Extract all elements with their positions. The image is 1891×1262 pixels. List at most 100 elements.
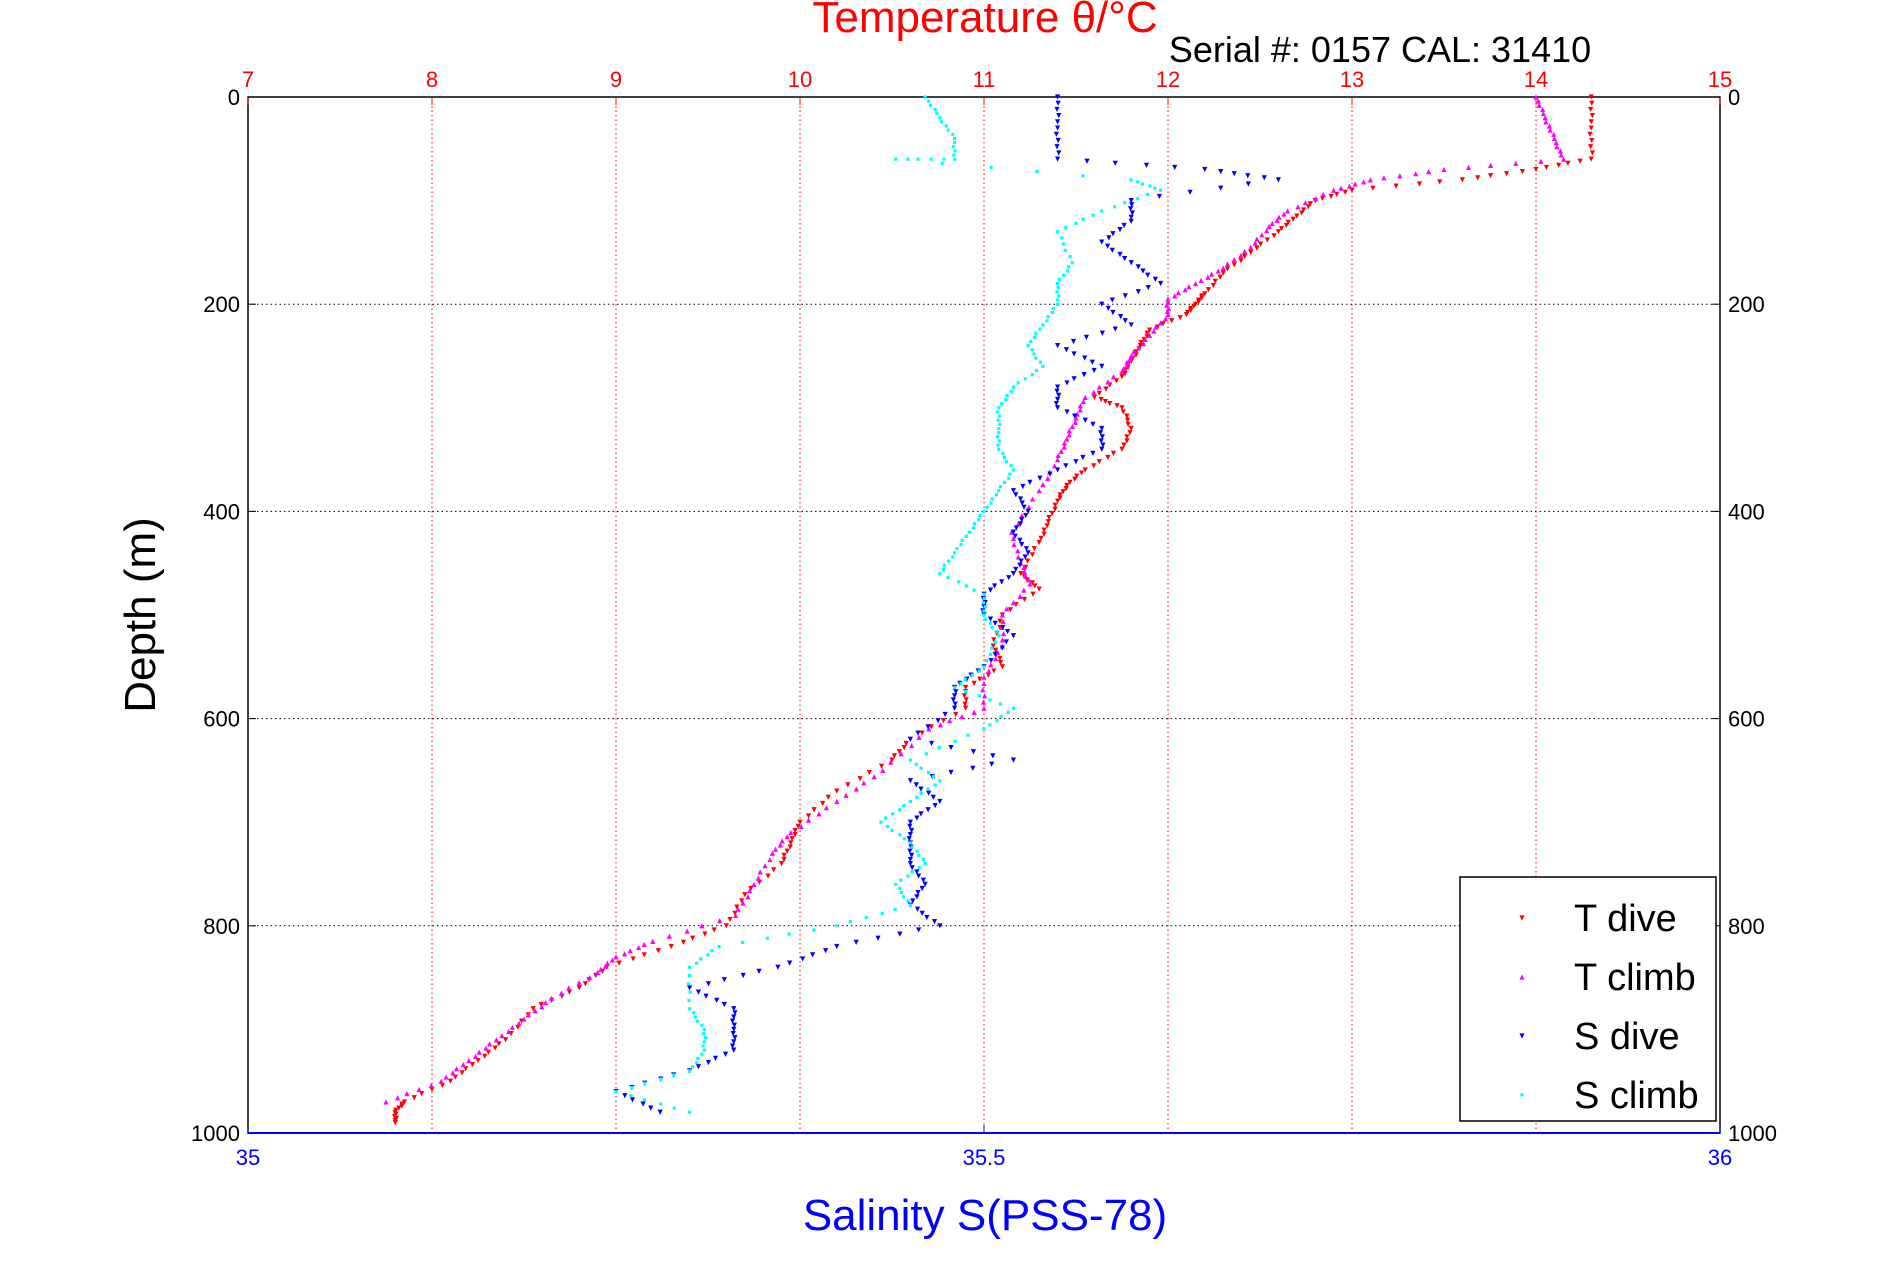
- data-point: [1091, 463, 1097, 469]
- data-point: [1063, 486, 1069, 492]
- data-point: [985, 505, 989, 509]
- data-point: [1037, 475, 1043, 481]
- data-point: [1056, 281, 1060, 286]
- data-point: [614, 1089, 618, 1094]
- data-point: [777, 842, 783, 848]
- depth-tick-label-right: 200: [1728, 292, 1765, 317]
- data-point: [891, 812, 895, 816]
- data-point: [1119, 405, 1125, 411]
- data-point: [1023, 377, 1027, 381]
- data-point: [1349, 187, 1355, 193]
- data-point: [650, 938, 656, 944]
- data-point: [721, 977, 727, 983]
- data-point: [1009, 464, 1013, 468]
- data-point: [621, 951, 628, 957]
- data-point: [1017, 562, 1023, 568]
- data-point: [918, 811, 924, 817]
- data-point: [961, 693, 967, 699]
- data-point: [940, 161, 944, 165]
- data-point: [1110, 374, 1117, 380]
- data-point: [1089, 359, 1095, 365]
- data-point: [740, 972, 746, 979]
- depth-tick-label-left: 0: [228, 85, 240, 110]
- data-point: [1080, 398, 1086, 405]
- data-point: [695, 1019, 699, 1023]
- data-point: [953, 689, 959, 695]
- data-point: [971, 526, 976, 530]
- data-point: [1488, 162, 1494, 168]
- data-point: [938, 571, 942, 576]
- legend-box: [1459, 876, 1717, 1122]
- data-point: [1238, 258, 1244, 264]
- data-point: [919, 910, 925, 916]
- data-point: [1110, 309, 1116, 316]
- data-point: [1010, 570, 1017, 577]
- data-point: [990, 625, 994, 630]
- data-point: [751, 881, 757, 887]
- data-point: [788, 840, 794, 846]
- data-point: [1020, 483, 1026, 490]
- data-point: [834, 798, 840, 805]
- data-point: [630, 1085, 634, 1090]
- data-point: [919, 791, 923, 795]
- data-point: [820, 800, 826, 807]
- data-point: [1053, 401, 1059, 407]
- data-point: [926, 790, 932, 796]
- data-point: [970, 673, 974, 677]
- data-point: [937, 923, 943, 929]
- data-point: [1202, 291, 1208, 297]
- data-point: [1067, 479, 1073, 485]
- data-point: [1022, 554, 1028, 560]
- data-point: [1123, 201, 1127, 205]
- data-point: [823, 805, 829, 811]
- data-point: [711, 927, 717, 933]
- data-point: [1217, 274, 1223, 280]
- data-point: [688, 1007, 692, 1011]
- data-point: [982, 609, 986, 613]
- data-point: [1242, 253, 1248, 260]
- data-point: [1218, 168, 1224, 175]
- data-point: [875, 935, 881, 941]
- data-point: [919, 766, 923, 770]
- data-point: [988, 698, 992, 702]
- data-point: [991, 583, 998, 589]
- data-point: [942, 711, 948, 718]
- data-point: [980, 699, 986, 705]
- data-point: [952, 685, 957, 690]
- data-point: [795, 823, 801, 829]
- depth-tick-label-left: 800: [203, 914, 240, 939]
- data-point: [630, 956, 636, 962]
- data-point: [1067, 265, 1071, 269]
- data-point: [784, 834, 790, 840]
- data-point: [1102, 398, 1109, 405]
- data-point: [1015, 521, 1021, 527]
- data-point: [469, 1062, 476, 1068]
- data-point: [1055, 384, 1061, 390]
- legend-item: T dive: [1519, 898, 1677, 940]
- data-point: [740, 940, 745, 944]
- data-point: [977, 518, 981, 522]
- data-point: [587, 975, 593, 981]
- data-point: [688, 1069, 692, 1073]
- data-point: [1052, 502, 1058, 508]
- data-point: [1017, 537, 1023, 544]
- data-point: [1033, 335, 1037, 339]
- data-point: [1300, 207, 1307, 213]
- data-point: [1027, 581, 1033, 587]
- data-point: [787, 844, 793, 850]
- data-point: [693, 1015, 698, 1019]
- data-point: [721, 1001, 727, 1008]
- data-point: [963, 684, 969, 691]
- data-point: [1127, 430, 1133, 436]
- data-point: [1459, 177, 1465, 183]
- data-point: [1056, 298, 1060, 302]
- data-point: [1122, 371, 1128, 377]
- data-point: [1129, 210, 1135, 216]
- data-point: [688, 973, 692, 978]
- data-point: [1052, 506, 1058, 512]
- data-point: [576, 980, 582, 986]
- data-point: [1148, 184, 1152, 188]
- data-point: [1068, 254, 1072, 259]
- data-point: [952, 140, 957, 145]
- data-point: [901, 745, 907, 751]
